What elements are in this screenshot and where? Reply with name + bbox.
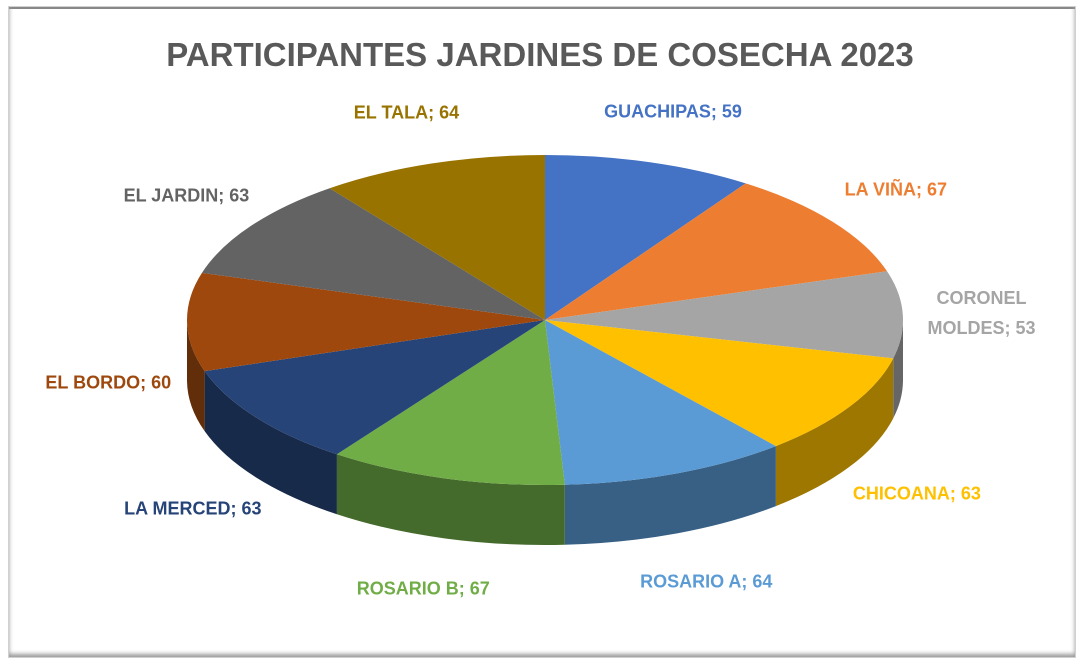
data-label: EL JARDIN; 63	[124, 185, 250, 206]
slice-side	[187, 320, 205, 432]
chart-title: PARTICIPANTES JARDINES DE COSECHA 2023	[166, 36, 914, 73]
slice-side	[336, 454, 565, 545]
label-separator: ;	[710, 101, 722, 122]
label-value: 59	[721, 101, 742, 122]
label-separator: ;	[916, 179, 928, 200]
label-separator: ;	[140, 372, 152, 393]
data-label: CHICOANA; 63	[853, 484, 981, 505]
slice-side	[564, 446, 776, 545]
label-category: EL JARDIN	[123, 185, 219, 206]
data-label: LA VIÑA; 67	[845, 180, 947, 201]
slice	[545, 320, 894, 447]
slice	[204, 320, 545, 455]
data-label: ROSARIO A; 64	[640, 572, 772, 593]
label-category: GUACHIPAS	[604, 101, 711, 122]
label-category: LA VIÑA	[844, 179, 917, 200]
slice	[201, 188, 545, 320]
label-value: 63	[960, 483, 981, 504]
label-separator: ;	[218, 185, 230, 206]
label-separator: ;	[230, 498, 242, 519]
label-category: ROSARIO B	[356, 578, 459, 599]
label-value: 64	[439, 102, 460, 123]
label-category: CHICOANA	[852, 483, 950, 504]
data-label: LA MERCED; 63	[124, 498, 261, 519]
slice	[187, 272, 545, 372]
label-value: 63	[229, 185, 250, 206]
label-value: 53	[1015, 317, 1036, 338]
slice	[336, 320, 565, 485]
data-label: CORONEL MOLDES; 53	[907, 283, 1057, 343]
slice-side	[893, 320, 903, 419]
label-category: ROSARIO A	[640, 571, 742, 592]
slice	[545, 320, 776, 485]
data-label: EL TALA; 64	[354, 103, 459, 124]
label-value: 67	[927, 179, 948, 200]
data-label: GUACHIPAS; 59	[604, 101, 742, 122]
label-separator: ;	[458, 578, 470, 599]
label-value: 64	[752, 571, 773, 592]
label-category: EL TALA	[353, 102, 429, 123]
label-separator: ;	[741, 571, 753, 592]
label-separator: ;	[1004, 317, 1016, 338]
slice	[545, 183, 888, 320]
label-separator: ;	[949, 483, 961, 504]
label-separator: ;	[428, 102, 440, 123]
label-value: 67	[469, 578, 490, 599]
label-category: EL BORDO	[45, 372, 141, 393]
label-value: 63	[241, 498, 262, 519]
label-category: LA MERCED	[124, 498, 231, 519]
data-label: ROSARIO B; 67	[357, 579, 490, 600]
slice-side	[204, 371, 337, 515]
slice-side	[775, 358, 894, 507]
label-category: CORONEL MOLDES	[927, 287, 1027, 338]
slice	[329, 155, 545, 320]
slice	[545, 155, 746, 320]
slice	[545, 271, 903, 359]
data-label: EL BORDO; 60	[45, 372, 171, 393]
label-value: 60	[151, 372, 172, 393]
